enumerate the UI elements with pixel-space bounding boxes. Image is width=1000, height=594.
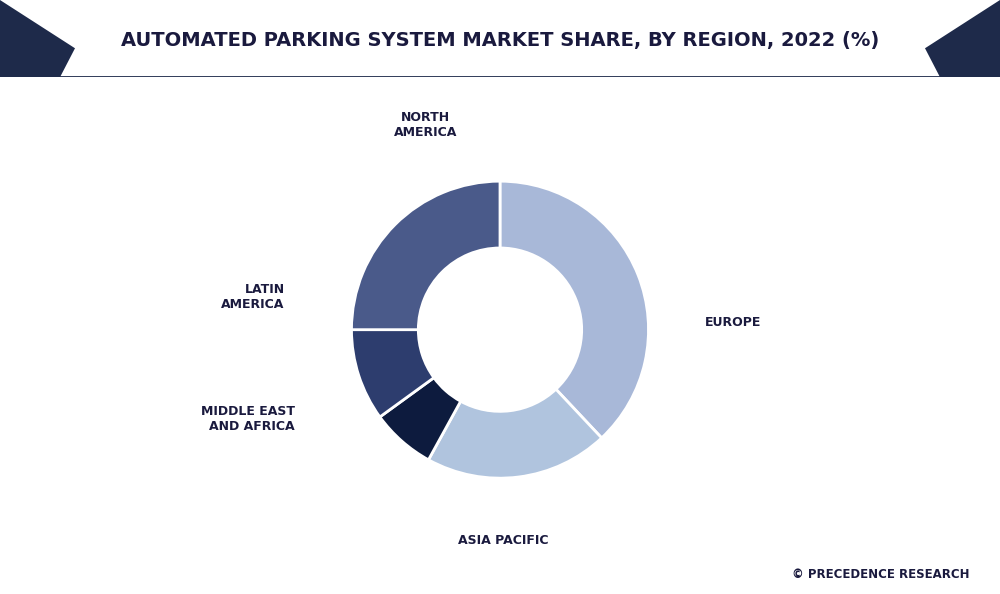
Text: LATIN
AMERICA: LATIN AMERICA xyxy=(221,283,285,311)
Wedge shape xyxy=(352,330,434,417)
Wedge shape xyxy=(352,181,500,330)
Text: AUTOMATED PARKING SYSTEM MARKET SHARE, BY REGION, 2022 (%): AUTOMATED PARKING SYSTEM MARKET SHARE, B… xyxy=(121,31,879,50)
Text: EUROPE: EUROPE xyxy=(705,316,761,328)
Text: ASIA PACIFIC: ASIA PACIFIC xyxy=(458,534,548,547)
Wedge shape xyxy=(500,181,648,438)
Text: NORTH
AMERICA: NORTH AMERICA xyxy=(394,110,457,139)
Wedge shape xyxy=(380,378,461,460)
Wedge shape xyxy=(428,389,602,478)
Polygon shape xyxy=(60,0,940,77)
Polygon shape xyxy=(880,0,1000,77)
Text: © PRECEDENCE RESEARCH: © PRECEDENCE RESEARCH xyxy=(792,568,970,581)
Polygon shape xyxy=(0,0,120,77)
Text: MIDDLE EAST
AND AFRICA: MIDDLE EAST AND AFRICA xyxy=(201,405,295,433)
